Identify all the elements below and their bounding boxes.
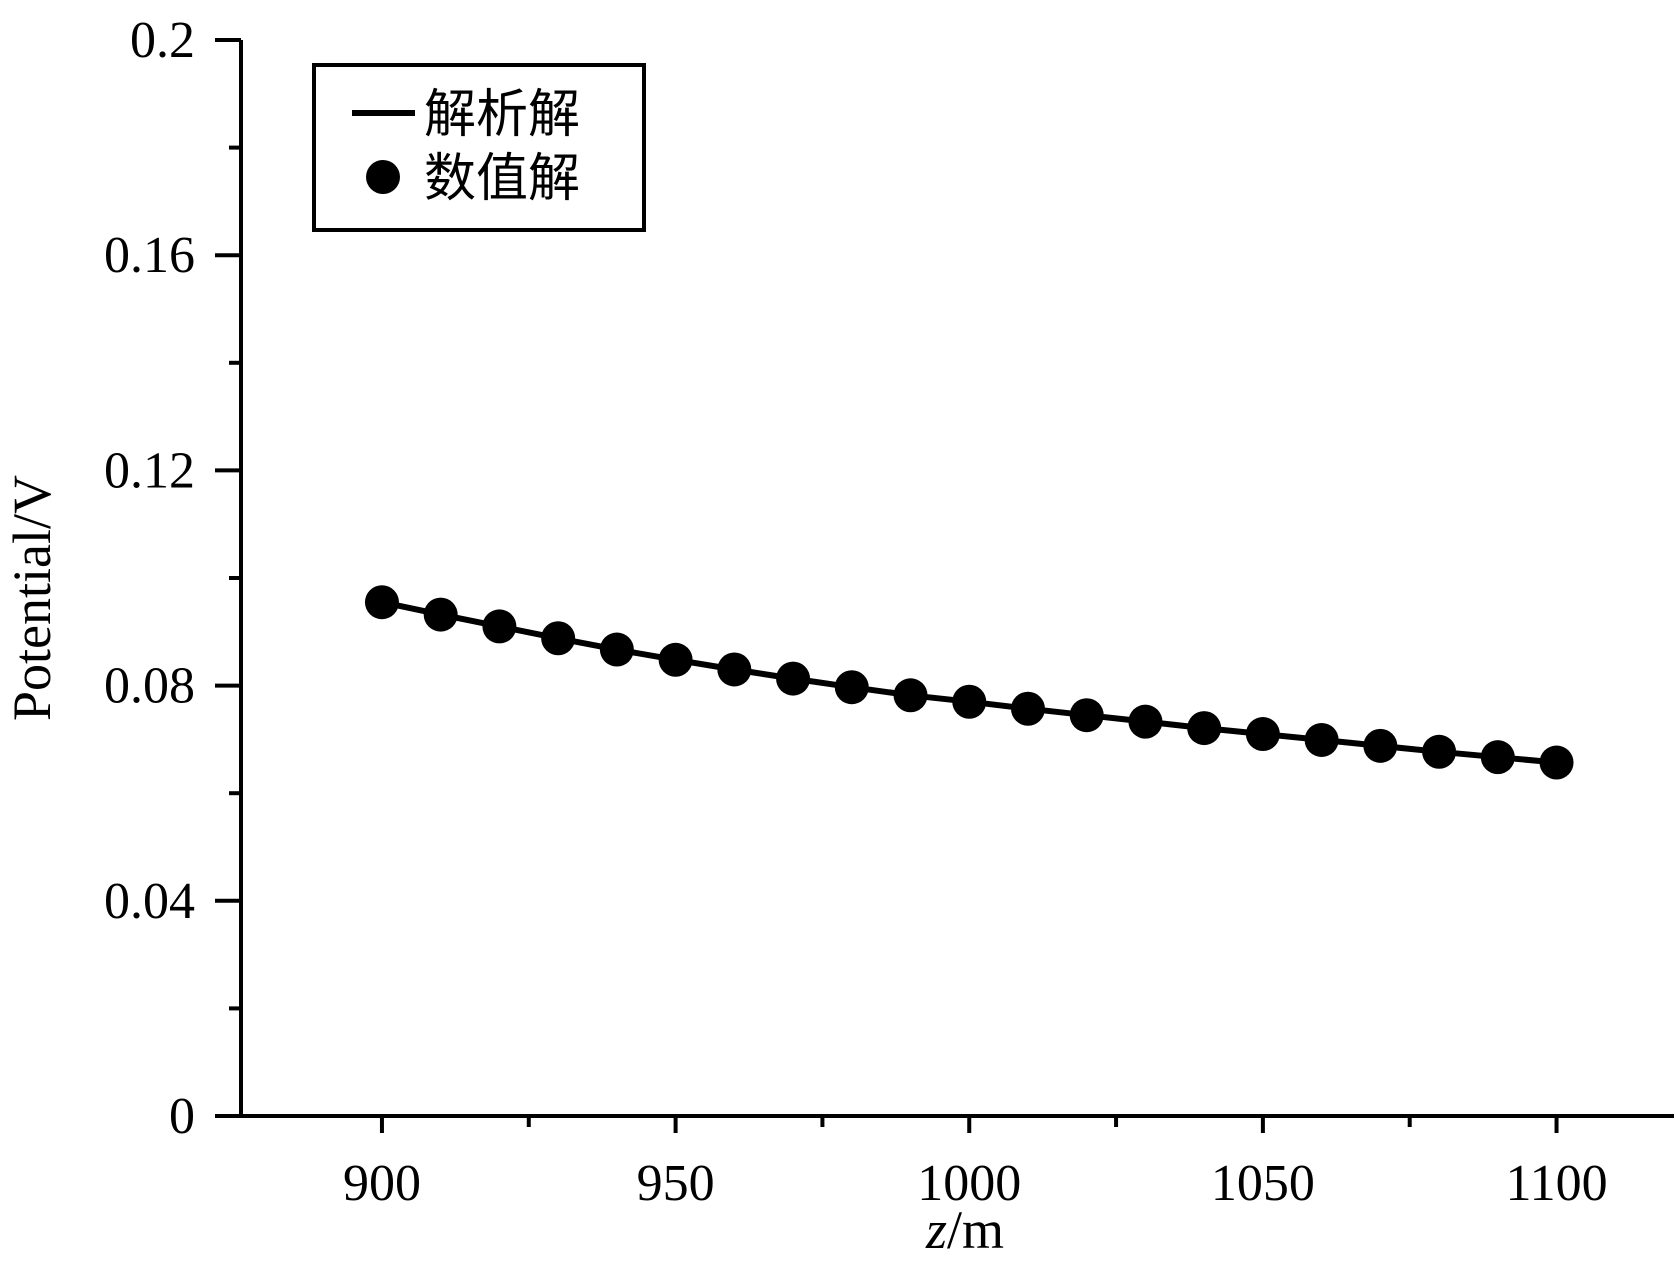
- data-point-numerical-19: [1480, 740, 1515, 775]
- y-axis-title: Potential/V: [2, 475, 62, 721]
- data-point-numerical-3: [541, 621, 576, 656]
- legend-frame: [312, 63, 646, 232]
- x-tick-label-4: 1100: [1506, 1155, 1608, 1212]
- data-point-numerical-6: [717, 652, 752, 687]
- x-tick-label-0: 900: [343, 1155, 421, 1212]
- data-point-numerical-12: [1069, 698, 1104, 733]
- legend-marker-swatch: [366, 160, 400, 194]
- y-tick-label-0: 0: [169, 1088, 195, 1145]
- data-point-numerical-4: [599, 632, 634, 667]
- y-tick-label-2: 0.08: [104, 658, 195, 715]
- data-point-numerical-9: [893, 678, 928, 713]
- x-tick-label-1: 950: [637, 1155, 715, 1212]
- data-point-numerical-0: [364, 585, 399, 620]
- data-point-numerical-18: [1422, 734, 1457, 769]
- x-axis-title: z/m: [925, 1200, 1004, 1260]
- data-point-numerical-20: [1539, 745, 1574, 780]
- legend-label-numerical: 数值解: [424, 149, 580, 209]
- ticks: 0 0.04 0.08 0.12 0.16 0.2 900 950 1000 1050 1100: [104, 12, 1608, 1212]
- x-axis-title-variable: z: [925, 1200, 947, 1260]
- y-tick-label-4: 0.16: [104, 227, 195, 284]
- data-point-numerical-13: [1128, 704, 1163, 739]
- x-tick-label-2: 1000: [917, 1155, 1021, 1212]
- data-point-numerical-17: [1363, 728, 1398, 763]
- data-point-numerical-11: [1010, 691, 1045, 726]
- data-point-numerical-7: [776, 661, 811, 696]
- legend: 解析解 数值解: [312, 63, 646, 232]
- y-tick-label-5: 0.2: [130, 12, 195, 69]
- data-point-numerical-5: [658, 642, 693, 677]
- x-tick-label-3: 1050: [1211, 1155, 1315, 1212]
- plot-area: [364, 585, 1574, 780]
- y-tick-label-3: 0.12: [104, 442, 195, 499]
- data-point-numerical-10: [952, 684, 987, 719]
- data-point-numerical-16: [1304, 722, 1339, 757]
- x-axis-title-unit: /m: [947, 1200, 1004, 1260]
- data-point-numerical-14: [1187, 711, 1222, 746]
- data-point-numerical-2: [482, 609, 517, 644]
- legend-label-analytical: 解析解: [424, 85, 580, 145]
- data-point-numerical-8: [834, 670, 869, 705]
- data-point-numerical-15: [1245, 717, 1280, 752]
- data-point-numerical-1: [423, 597, 458, 632]
- y-tick-label-1: 0.04: [104, 873, 195, 930]
